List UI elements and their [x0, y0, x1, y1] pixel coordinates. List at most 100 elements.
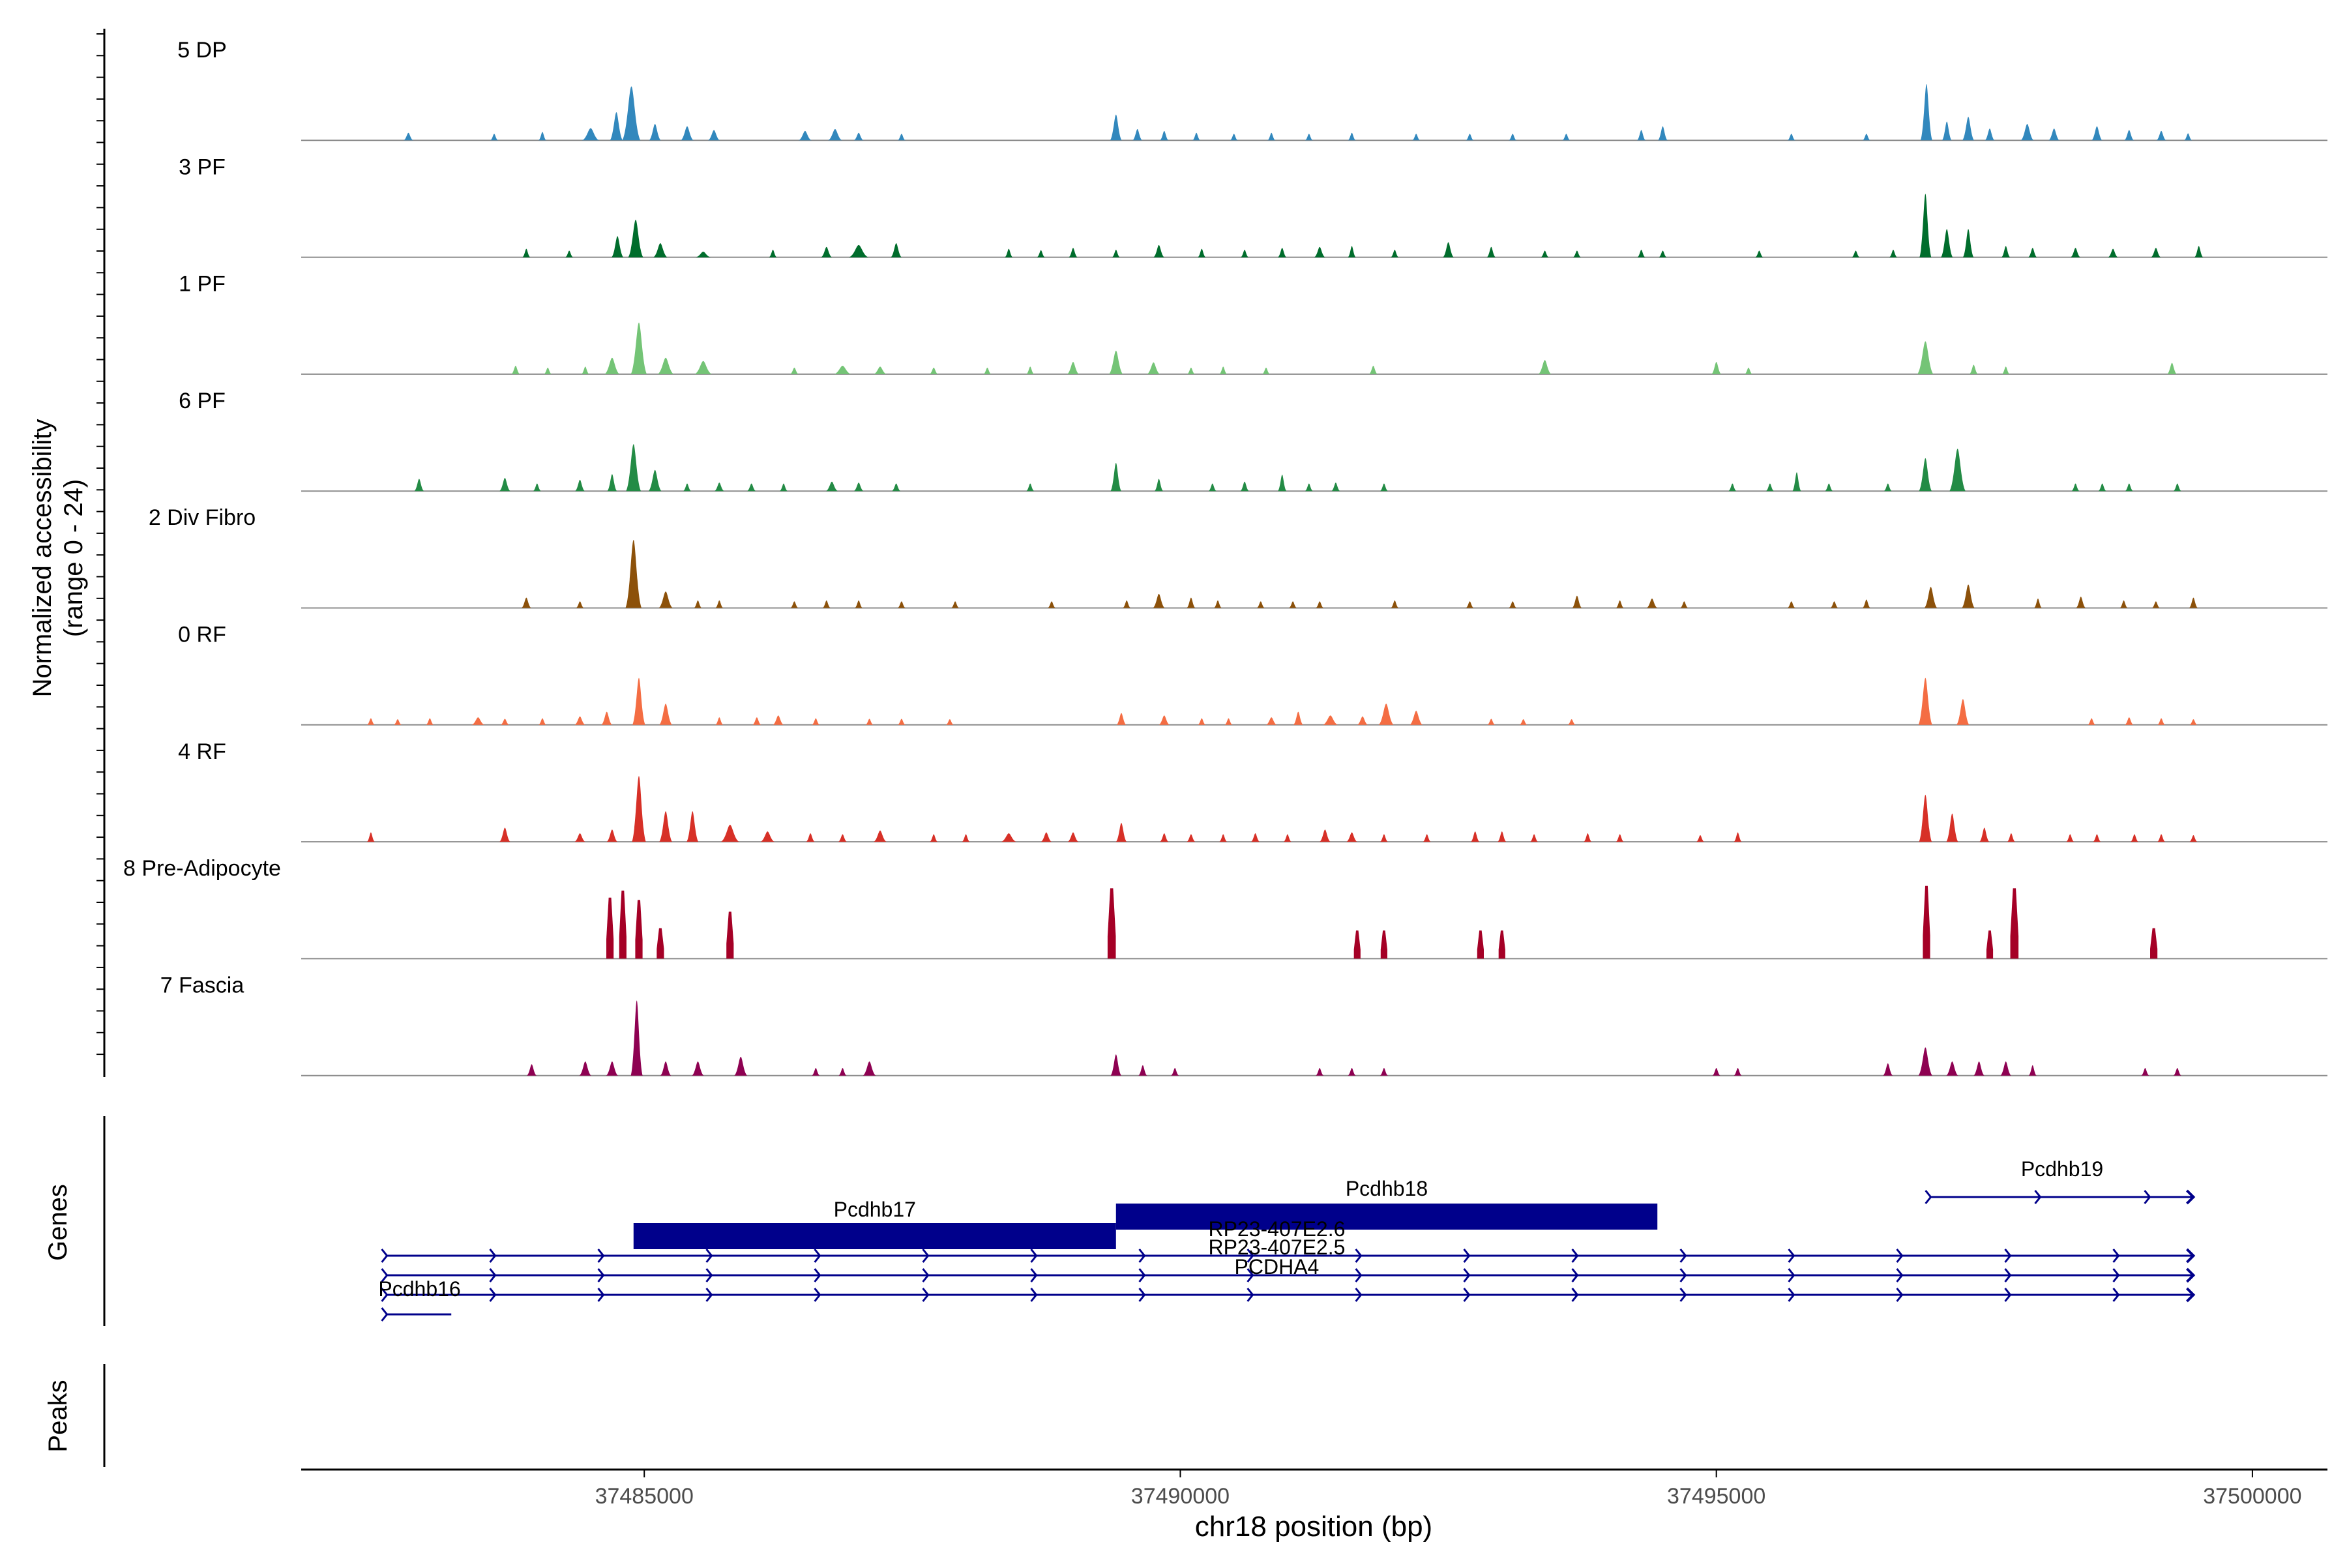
- track-peak: [2093, 834, 2101, 842]
- track-peak: [521, 597, 531, 608]
- track-peak: [892, 483, 901, 492]
- track-peak: [1219, 834, 1228, 842]
- gene-strand-arrow: [2186, 1267, 2196, 1283]
- gene-strand-arrow: [1896, 1288, 1904, 1302]
- track-peak: [2034, 599, 2042, 608]
- track-peak: [930, 834, 938, 842]
- gene-pcdhb16: Pcdhb16: [378, 1277, 461, 1322]
- track-peak: [1116, 713, 1127, 725]
- track-peak: [2173, 483, 2181, 492]
- track-peak: [1572, 250, 1581, 258]
- track-peak: [1250, 833, 1260, 842]
- gene-label: Pcdhb16: [378, 1277, 460, 1301]
- gene-pcdhb18: Pcdhb18: [1115, 1177, 1658, 1230]
- track-peak: [1112, 250, 1120, 258]
- track-peak: [1110, 463, 1121, 492]
- track-peak: [1153, 244, 1164, 258]
- track-peak: [1109, 350, 1123, 374]
- track-peak: [1486, 246, 1496, 258]
- gene-strand-arrow: [1030, 1268, 1038, 1282]
- gene-label: RP23-407E2.6: [1208, 1217, 1345, 1241]
- track-peak: [708, 130, 720, 141]
- track-peak: [1320, 829, 1331, 842]
- track-peak: [2189, 719, 2198, 725]
- x-axis: 37485000 37490000 37495000 37500000 chr18 p…: [301, 1468, 2327, 1543]
- track-peak: [1123, 600, 1131, 608]
- gene-strand-arrow: [2144, 1190, 2151, 1204]
- track-peak: [579, 1061, 591, 1076]
- track-peak: [1219, 366, 1228, 374]
- gene-strand-arrow: [1925, 1190, 1932, 1204]
- track-peak: [1410, 711, 1423, 725]
- track-peak: [2151, 601, 2160, 608]
- track-peak: [1487, 718, 1496, 725]
- track-peak: [1755, 250, 1764, 258]
- track-peak: [874, 830, 887, 842]
- track-peak: [1380, 834, 1388, 842]
- track-peak: [694, 361, 712, 374]
- track-peak: [2007, 833, 2015, 842]
- track-1-pf: 1 PF: [179, 272, 2327, 375]
- track-peak: [1230, 134, 1238, 141]
- gene-strand-arrow: [381, 1307, 389, 1322]
- track-label-6-pf: 6 PF: [179, 389, 226, 413]
- gene-rp23-407e2-6: RP23-407E2.6: [381, 1217, 2196, 1264]
- gene-strand-arrow: [1030, 1249, 1038, 1263]
- track-peak: [565, 250, 574, 258]
- track-peak: [2071, 248, 2080, 258]
- track-peak: [2119, 600, 2128, 608]
- gene-strand-arrow: [489, 1288, 497, 1302]
- track-peak: [1734, 1068, 1742, 1076]
- track-peak: [734, 1056, 748, 1076]
- track-peak: [581, 366, 589, 374]
- gene-strand-arrow: [381, 1249, 389, 1263]
- track-peak: [1380, 930, 1387, 959]
- track-peak: [1067, 832, 1079, 842]
- track-peak: [720, 825, 739, 842]
- track-peak: [1637, 250, 1646, 258]
- track-peak: [1160, 130, 1169, 141]
- gene-strand-arrow: [489, 1249, 497, 1263]
- x-tick-label: 37495000: [1667, 1484, 1765, 1509]
- gene-strand-arrow: [381, 1288, 389, 1302]
- track-peak: [659, 703, 672, 725]
- track-peak: [1214, 600, 1222, 608]
- track-peak: [606, 829, 618, 842]
- track-peak: [544, 367, 552, 374]
- track-8-pre-adipocyte: 8 Pre-Adipocyte: [123, 856, 2327, 960]
- gene-strand-arrow: [2004, 1288, 2012, 1302]
- track-peak: [632, 776, 646, 842]
- track-peak: [539, 718, 546, 725]
- track-peak: [1256, 601, 1265, 608]
- track-peak: [1316, 601, 1324, 608]
- track-peak: [1825, 483, 1833, 492]
- track-peak: [696, 251, 711, 258]
- track-peak: [726, 911, 734, 959]
- track-peak: [1616, 834, 1624, 842]
- track-peak: [1765, 483, 1774, 492]
- track-peak: [1466, 134, 1474, 141]
- gene-strand-arrow: [705, 1288, 713, 1302]
- track-peak: [2098, 483, 2106, 492]
- track-peak: [1154, 479, 1164, 492]
- track-peak: [1616, 600, 1624, 608]
- track-4-rf: 4 RF: [178, 739, 2327, 843]
- track-peak: [812, 1068, 820, 1076]
- gene-strand-arrow: [2034, 1190, 2042, 1204]
- gene-strand-arrow: [705, 1268, 713, 1282]
- gene-strand-arrow: [597, 1288, 605, 1302]
- y-axis-ticks: [96, 33, 104, 1056]
- track-peak: [1680, 601, 1689, 608]
- track-peak: [2076, 597, 2086, 608]
- track-peak: [1962, 229, 1974, 258]
- track-peak: [366, 718, 375, 725]
- track-peak: [1941, 121, 1952, 141]
- track-peak: [527, 1064, 537, 1076]
- track-peak: [1745, 367, 1752, 374]
- track-peak: [2157, 834, 2166, 842]
- track-peak: [1792, 472, 1801, 492]
- track-peak: [2124, 130, 2134, 141]
- track-peak: [2091, 126, 2103, 141]
- track-peak: [2184, 133, 2192, 141]
